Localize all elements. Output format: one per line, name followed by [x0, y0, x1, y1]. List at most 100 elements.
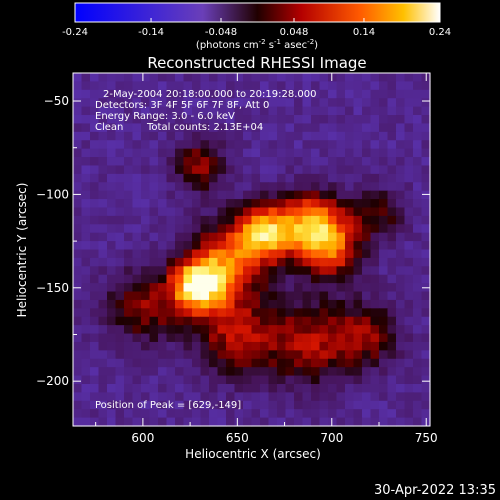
heatmap-cell	[277, 308, 287, 318]
heatmap-cell	[166, 190, 176, 200]
heatmap-cell	[234, 207, 244, 217]
colorbar-ticks: -0.24 -0.14 -0.048 0.048 0.14 0.24	[62, 18, 451, 38]
heatmap-cell	[353, 215, 363, 225]
heatmap-cell	[141, 409, 151, 419]
heatmap-cell	[336, 131, 346, 141]
heatmap-cell	[319, 131, 329, 141]
heatmap-cell	[336, 89, 346, 99]
heatmap-cell	[362, 400, 372, 410]
heatmap-cell	[175, 392, 185, 402]
heatmap-cell	[285, 308, 295, 318]
heatmap-cell	[73, 400, 83, 410]
heatmap-cell	[115, 89, 125, 99]
heatmap-cell	[234, 409, 244, 419]
heatmap-cell	[81, 308, 91, 318]
heatmap-cell	[124, 283, 134, 293]
heatmap-cell	[115, 148, 125, 158]
heatmap-cell	[200, 98, 210, 108]
heatmap-cell	[234, 73, 244, 82]
heatmap-cell	[413, 241, 423, 251]
heatmap-cell	[132, 89, 142, 99]
heatmap-cell	[90, 199, 100, 209]
heatmap-cell	[421, 299, 431, 309]
heatmap-cell	[98, 157, 108, 167]
heatmap-cell	[260, 148, 270, 158]
heatmap-cell	[166, 417, 176, 427]
heatmap-cell	[115, 392, 125, 402]
heatmap-cell	[251, 207, 261, 217]
heatmap-cell	[107, 115, 117, 125]
heatmap-cell	[132, 215, 142, 225]
heatmap-cell	[175, 232, 185, 242]
heatmap-cell	[107, 400, 117, 410]
heatmap-cell	[166, 316, 176, 326]
heatmap-cell	[345, 148, 355, 158]
heatmap-cell	[370, 266, 380, 276]
heatmap-cell	[192, 190, 202, 200]
heatmap-cell	[260, 81, 270, 91]
heatmap-cell	[345, 89, 355, 99]
heatmap-cell	[73, 249, 83, 259]
heatmap-cell	[302, 308, 312, 318]
heatmap-cell	[319, 266, 329, 276]
heatmap-cell	[209, 98, 219, 108]
heatmap-cell	[345, 140, 355, 150]
heatmap-cell	[294, 131, 304, 141]
heatmap-cell	[158, 123, 168, 133]
heatmap-cell	[370, 375, 380, 385]
heatmap-cell	[132, 350, 142, 360]
heatmap-cell	[404, 308, 414, 318]
heatmap-cell	[319, 190, 329, 200]
heatmap-cell	[404, 215, 414, 225]
heatmap-cell	[353, 241, 363, 251]
heatmap-cell	[413, 400, 423, 410]
heatmap-cell	[285, 257, 295, 267]
heatmap-cell	[319, 115, 329, 125]
heatmap-cell	[81, 283, 91, 293]
heatmap-cell	[396, 325, 406, 335]
heatmap-cell	[260, 325, 270, 335]
heatmap-cell	[226, 157, 236, 167]
heatmap-cell	[336, 173, 346, 183]
heatmap-cell	[413, 249, 423, 259]
heatmap-cell	[107, 257, 117, 267]
heatmap-cell	[132, 367, 142, 377]
heatmap-cell	[73, 215, 83, 225]
heatmap-cell	[132, 333, 142, 343]
heatmap-cell	[98, 224, 108, 234]
heatmap-cell	[362, 417, 372, 427]
heatmap-cell	[217, 299, 227, 309]
heatmap-cell	[81, 173, 91, 183]
heatmap-cell	[81, 358, 91, 368]
heatmap-cell	[294, 148, 304, 158]
heatmap-cell	[209, 375, 219, 385]
heatmap-cell	[124, 325, 134, 335]
heatmap-cell	[319, 224, 329, 234]
heatmap-cell	[294, 417, 304, 427]
heatmap-cell	[107, 173, 117, 183]
heatmap-cell	[268, 249, 278, 259]
heatmap-cell	[421, 249, 431, 259]
annotation-energy: Energy Range: 3.0 - 6.0 keV	[95, 111, 235, 122]
heatmap-cell	[319, 249, 329, 259]
heatmap-cell	[413, 375, 423, 385]
heatmap-cell	[132, 131, 142, 141]
heatmap-cell	[268, 241, 278, 251]
heatmap-cell	[166, 291, 176, 301]
heatmap-cell	[302, 392, 312, 402]
heatmap-cell	[396, 173, 406, 183]
heatmap-cell	[413, 291, 423, 301]
heatmap-cell	[379, 98, 389, 108]
heatmap-cell	[183, 157, 193, 167]
heatmap-cell	[387, 190, 397, 200]
heatmap-cell	[234, 173, 244, 183]
heatmap-cell	[166, 157, 176, 167]
heatmap-cell	[387, 140, 397, 150]
heatmap-cell	[124, 123, 134, 133]
heatmap-cell	[336, 283, 346, 293]
heatmap-cell	[98, 190, 108, 200]
heatmap-cell	[158, 98, 168, 108]
heatmap-cell	[115, 190, 125, 200]
heatmap-cell	[277, 383, 287, 393]
heatmap-cell	[362, 308, 372, 318]
